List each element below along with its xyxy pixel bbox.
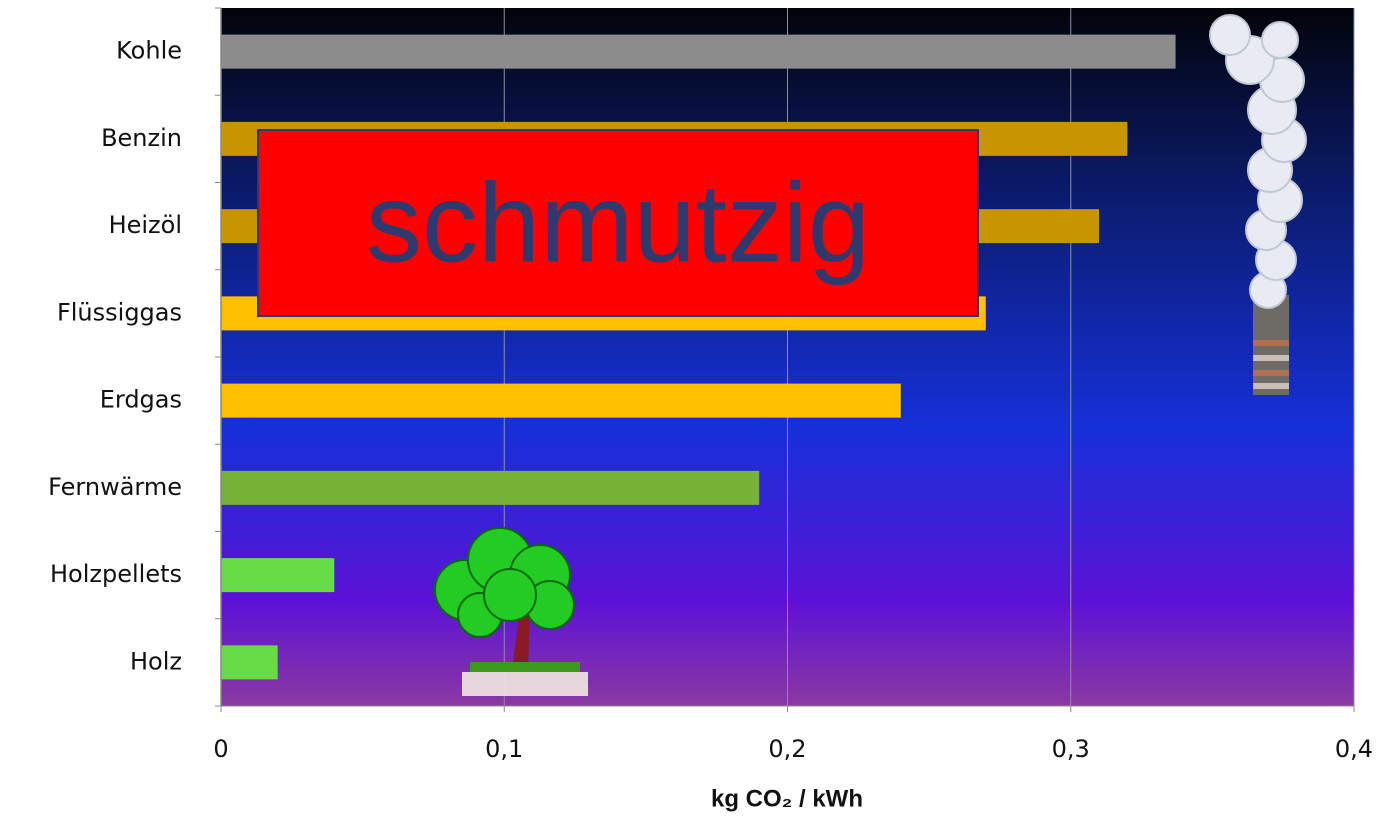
bar: [221, 645, 278, 679]
x-tick-label: 0,2: [768, 735, 806, 763]
x-tick-label: 0,3: [1052, 735, 1090, 763]
x-tick-label: 0,1: [485, 735, 523, 763]
bar: [221, 35, 1176, 69]
x-tick-label: 0: [213, 735, 228, 763]
x-axis-title: kg CO₂ / kWh: [711, 785, 863, 812]
annotation-box: schmutzig: [258, 130, 978, 316]
y-tick-label: Benzin: [101, 124, 182, 152]
chart: schmutzig kg CO₂ / kWh 0 0,1 0,2 0,3 0,4 Kohl…: [0, 0, 1380, 820]
y-tick-label: Fernwärme: [48, 473, 182, 501]
y-tick-label: Erdgas: [100, 386, 182, 414]
y-tick-label: Kohle: [116, 37, 182, 65]
y-tick-label: Flüssiggas: [57, 298, 182, 326]
bar: [221, 471, 759, 505]
annotation: schmutzig: [366, 161, 870, 286]
x-tick-label: 0,4: [1335, 735, 1373, 763]
bar: [221, 558, 334, 592]
y-tick-label: Holzpellets: [50, 560, 182, 588]
y-tick-label: Heizöl: [109, 211, 182, 239]
bar: [221, 384, 901, 418]
y-tick-label: Holz: [130, 647, 182, 675]
